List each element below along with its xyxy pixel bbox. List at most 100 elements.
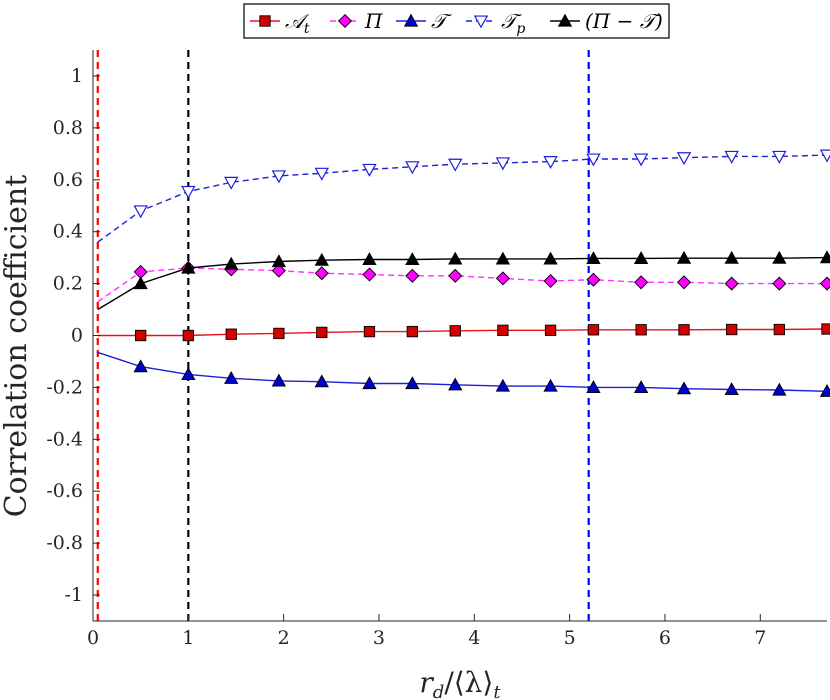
series-4-point [543,156,558,170]
series-3 [97,351,830,397]
series-2-point [819,276,830,291]
y-tick-label: -0.6 [46,480,83,502]
x-tick-label: 2 [278,627,290,649]
series-5-point [362,252,377,266]
x-label-rest: /⟨λ⟩ [444,666,493,699]
x-tick-label: 5 [564,627,576,649]
series-4-point [724,150,739,164]
series-4-point [405,161,420,175]
y-tick-label: -0.8 [46,532,83,554]
series-5-point [543,251,558,265]
series-1-point [678,324,690,336]
y-tick-label: -0.4 [46,428,83,450]
series-4 [97,149,830,243]
series-4-point [448,158,463,172]
series-4-point [586,153,601,167]
series-3-point [586,380,601,393]
series-1-point [135,329,147,342]
series-2-point [634,275,649,290]
series-1-point [316,326,328,339]
x-tick-label: 0 [87,627,99,649]
y-tick-label: 0.6 [53,169,83,191]
series-2-point [676,275,692,290]
series-5-point [724,250,739,264]
series-3-point [676,381,692,395]
series-1-point [497,324,509,336]
legend-label: Π [364,9,383,33]
x-tick-label: 7 [754,627,766,649]
legend-marker [557,13,573,27]
series-3-point [133,359,148,373]
tick-labels: 0 1 2 3 4 5 6 7 -1 -0.8 -0.6 -0.4 -0.2 0 0.2 0.4 0.6 0.8 1 [46,65,766,649]
series-3-point [772,382,787,396]
series-5-point [448,251,463,265]
series-5 [97,250,830,311]
series-3-point [362,376,377,390]
series-2 [97,260,830,303]
legend-marker [403,13,419,27]
series-1-point [544,324,557,336]
series-1-point [406,325,418,338]
series-3-point [819,383,830,397]
series-layer [97,149,830,397]
y-tick-label: 0 [71,325,83,347]
y-axis-label: Correlation coefficient [0,175,34,518]
series-1-point [449,325,461,337]
legend: 𝒜t Π 𝒯 𝒯p (Π − 𝒯) [243,3,670,39]
series-1-point [587,324,600,336]
series-4-point [633,153,649,167]
y-tick-label: -0.2 [46,376,83,398]
x-label-rest-sub: t [493,682,501,700]
x-tick-label: 6 [659,627,671,649]
legend-marker [259,15,271,27]
axes [92,50,827,622]
series-5-point [819,250,830,264]
series-2-point [314,266,329,281]
y-tick-label: 0.2 [53,273,83,295]
series-1-point [273,327,285,340]
series-2-point [448,268,463,283]
x-tick-label: 4 [468,627,480,649]
series-5-point [772,250,787,264]
series-1-point [821,323,830,335]
series-1-point [363,325,376,338]
series-5-point [633,251,649,264]
series-1-point [225,328,237,340]
legend-marker [337,13,353,29]
series-4-point [181,185,196,199]
series-3-point [495,378,511,392]
series-4-point [314,167,329,181]
series-1-point [182,329,194,342]
series-3-point [314,374,329,388]
series-5-point [586,251,601,264]
legend-label: (Π − 𝒯) [585,9,663,33]
series-1 [97,323,830,342]
series-5-point [133,276,148,290]
y-tick-label: -1 [64,584,83,606]
x-tick-label: 1 [182,627,194,649]
y-tick-label: 1 [71,65,83,87]
series-5-point [271,254,287,268]
legend-item-5: (Π − 𝒯) [550,9,663,33]
series-2-point [405,268,420,283]
series-3-point [543,378,558,392]
x-tick-label: 3 [373,627,385,649]
y-tick-label: 0.4 [53,221,83,243]
series-4-point [772,150,787,164]
x-label-sub: d [433,682,445,700]
series-4-point [271,170,287,184]
series-3-point [271,373,287,387]
legend-box [243,3,670,39]
series-5-point [314,252,329,266]
y-tick-label: 0.8 [53,117,83,139]
series-2-point [543,273,558,289]
series-3-point [224,370,239,384]
series-4-point [133,205,148,219]
series-3-point [448,377,463,391]
legend-item-2: Π [330,9,383,33]
series-1-point [726,323,738,336]
series-2-point [724,276,739,291]
series-4-point [224,176,239,190]
x-label-main: r [419,666,434,699]
